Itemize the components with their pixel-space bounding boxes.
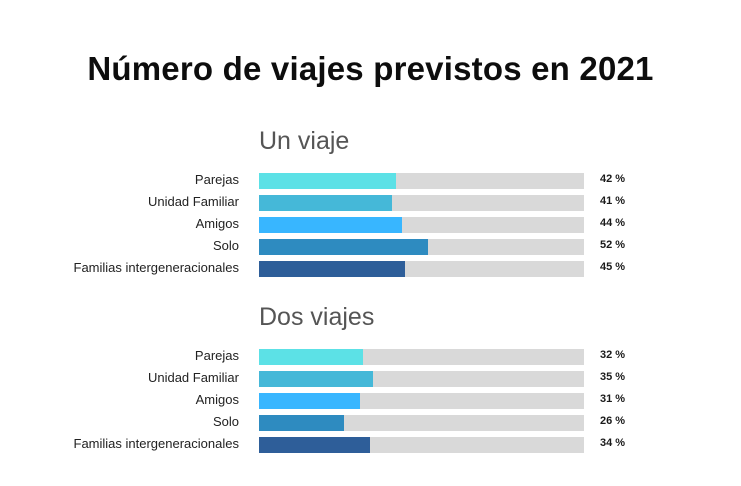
bar <box>259 239 428 255</box>
value-label: 32 % <box>600 349 626 361</box>
bar-row: Unidad Familiar 41 % <box>0 194 741 211</box>
bar-row: Unidad Familiar 35 % <box>0 370 741 387</box>
value-label: 42 % <box>600 173 626 185</box>
bar-row: Parejas 32 % <box>0 348 741 365</box>
category-label: Unidad Familiar <box>147 370 239 385</box>
value-label: 34 % <box>600 437 626 449</box>
panel-title: Dos viajes <box>259 303 375 331</box>
category-label: Familias intergeneracionales <box>73 436 239 451</box>
bar-track <box>259 393 584 409</box>
category-label: Parejas <box>194 172 239 187</box>
bar-track <box>259 173 584 189</box>
bar-track <box>259 261 584 277</box>
bar-row: Familias intergeneracionales 34 % <box>0 436 741 453</box>
bar <box>259 217 402 233</box>
category-label: Solo <box>212 414 239 429</box>
bar-track <box>259 217 584 233</box>
bar-row: Familias intergeneracionales 45 % <box>0 260 741 277</box>
category-label: Familias intergeneracionales <box>73 260 239 275</box>
category-label: Amigos <box>195 392 239 407</box>
value-label: 31 % <box>600 393 626 405</box>
bar <box>259 393 360 409</box>
bar-track <box>259 239 584 255</box>
bar-track <box>259 415 584 431</box>
bar-track <box>259 437 584 453</box>
bar-row: Parejas 42 % <box>0 172 741 189</box>
bar <box>259 371 373 387</box>
panel-title: Un viaje <box>259 127 350 155</box>
chart-title: Número de viajes previstos en 2021 <box>87 50 654 87</box>
value-label: 41 % <box>600 195 626 207</box>
bar <box>259 349 363 365</box>
bar-track <box>259 371 584 387</box>
bar-row: Amigos 31 % <box>0 392 741 409</box>
bar-track <box>259 349 584 365</box>
bar <box>259 261 406 277</box>
bar <box>259 415 344 431</box>
bar-track <box>259 195 584 211</box>
value-label: 44 % <box>600 217 626 229</box>
category-label: Amigos <box>195 216 239 231</box>
value-label: 45 % <box>600 261 626 273</box>
bar <box>259 173 396 189</box>
bar-row: Amigos 44 % <box>0 216 741 233</box>
bar-row: Solo 52 % <box>0 238 741 255</box>
category-label: Parejas <box>194 348 239 363</box>
category-label: Solo <box>212 238 239 253</box>
bar-row: Solo 26 % <box>0 414 741 431</box>
bar <box>259 195 393 211</box>
value-label: 26 % <box>600 415 626 427</box>
bar <box>259 437 370 453</box>
value-label: 35 % <box>600 371 626 383</box>
value-label: 52 % <box>600 239 626 251</box>
category-label: Unidad Familiar <box>147 194 239 209</box>
